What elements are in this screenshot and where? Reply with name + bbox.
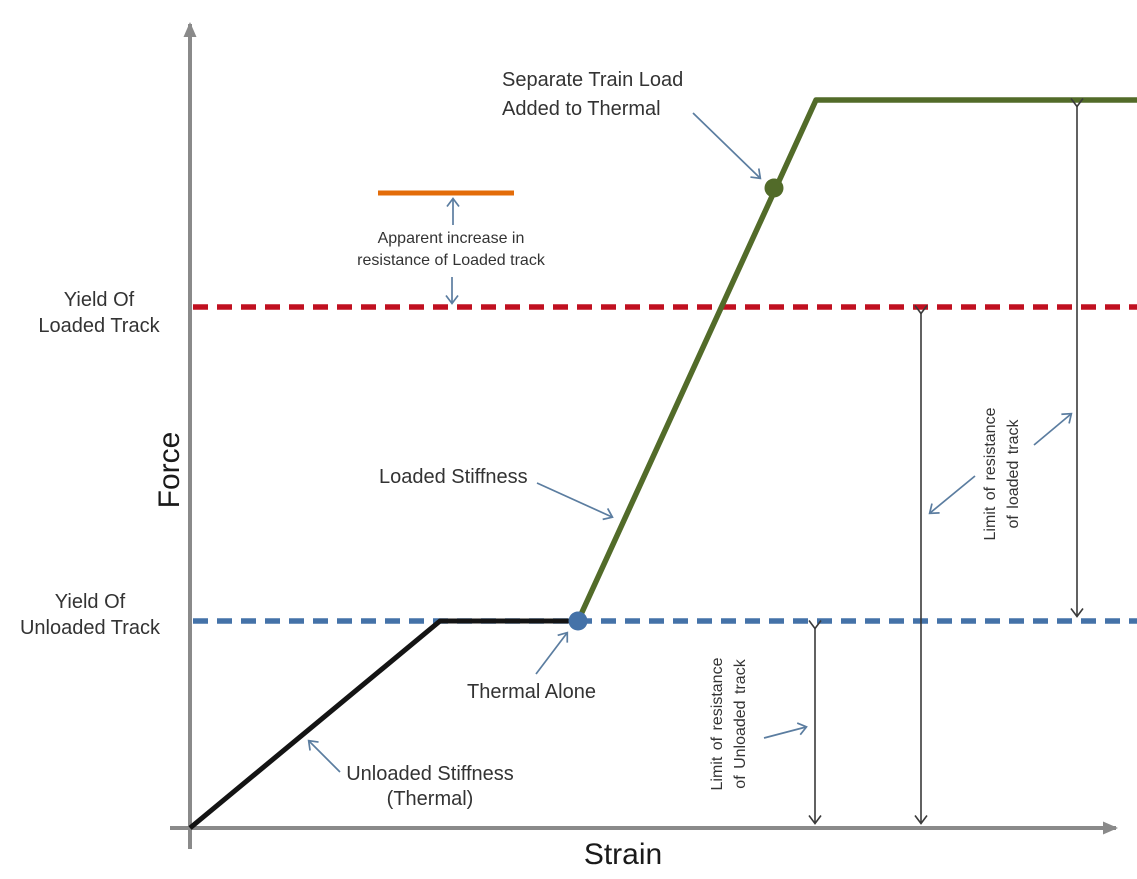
yield-loaded-line1: Yield Of	[63, 289, 135, 311]
train-load-added-point	[764, 178, 784, 198]
strain-axis-label: Strain	[583, 838, 663, 871]
apparent-increase-line2: resistance of Loaded track	[357, 252, 545, 269]
limit-loaded-line2: of loaded track	[1005, 419, 1022, 529]
separate-train-load-line1: Separate Train Load	[502, 69, 684, 91]
limit-unloaded-line2: of Unloaded track	[732, 659, 749, 789]
yield-unloaded-line2: Unloaded Track	[19, 617, 161, 639]
limit-loaded-pointer-up-arrow	[1033, 412, 1073, 446]
limit-unloaded-label: Limit of resistance of Unloaded track	[706, 658, 752, 791]
yield-loaded-label: Yield Of Loaded Track	[18, 287, 180, 339]
separate-train-load-arrow	[692, 112, 762, 180]
yield-loaded-line2: Loaded Track	[38, 315, 160, 337]
limit-loaded-line1: Limit of resistance	[982, 407, 999, 541]
loaded-stiffness-arrow	[536, 482, 614, 521]
separate-train-load-label: Separate Train Load Added to Thermal	[502, 66, 683, 124]
thermal-alone-point	[568, 611, 588, 631]
yield-unloaded-label: Yield Of Unloaded Track	[6, 589, 174, 641]
yield-unloaded-line1: Yield Of	[54, 591, 126, 613]
limit-unloaded-line1: Limit of resistance	[709, 657, 726, 791]
limit-loaded-label: Limit of resistance of loaded track	[979, 408, 1025, 541]
apparent-increase-label: Apparent increase in resistance of Loade…	[336, 228, 566, 272]
unloaded-stiffness-curve	[188, 618, 578, 830]
loaded-stiffness-curve	[575, 97, 1137, 623]
unloaded-stiffness-line2: (Thermal)	[386, 788, 474, 810]
limit-unloaded-pointer-arrow	[763, 722, 808, 739]
apparent-increase-line1: Apparent increase in	[377, 230, 525, 247]
separate-train-load-line2: Added to Thermal	[502, 98, 661, 120]
thermal-alone-arrow	[535, 631, 569, 675]
force-axis-label: Force	[153, 431, 186, 509]
loaded-stiffness-label: Loaded Stiffness	[379, 466, 528, 488]
unloaded-stiffness-arrow	[307, 739, 341, 773]
thermal-alone-label: Thermal Alone	[467, 681, 596, 703]
unloaded-stiffness-label: Unloaded Stiffness (Thermal)	[335, 762, 525, 812]
unloaded-stiffness-line1: Unloaded Stiffness	[346, 763, 514, 785]
limit-loaded-pointer-down-arrow	[928, 475, 976, 515]
